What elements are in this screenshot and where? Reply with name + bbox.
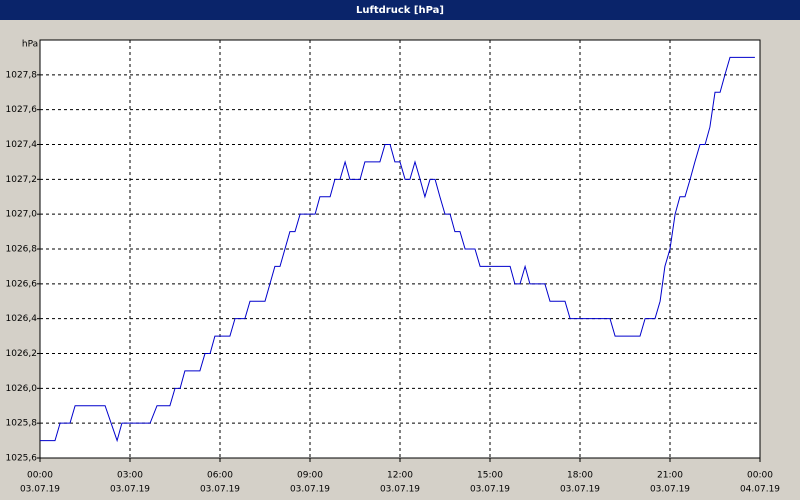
x-tick-label: 15:00 — [477, 471, 503, 481]
x-tick-label: 03:00 — [117, 471, 143, 481]
x-tick-label: 18:00 — [567, 471, 593, 481]
x-tick-date: 03.07.19 — [20, 485, 60, 495]
x-tick-label: 00:00 — [747, 471, 773, 481]
title-bar — [0, 0, 800, 20]
y-tick-label: 1025,6 — [6, 454, 38, 464]
chart-title: Luftdruck [hPa] — [356, 5, 444, 16]
x-tick-date: 03.07.19 — [200, 485, 240, 495]
y-tick-label: 1026,2 — [6, 349, 38, 359]
y-axis-label: hPa — [22, 40, 38, 50]
x-tick-date: 03.07.19 — [380, 485, 420, 495]
x-tick-date: 04.07.19 — [740, 485, 780, 495]
y-tick-label: 1027,0 — [6, 210, 38, 220]
x-tick-label: 09:00 — [297, 471, 323, 481]
y-tick-label: 1027,4 — [6, 140, 38, 150]
y-tick-label: 1027,6 — [6, 105, 38, 115]
x-tick-label: 21:00 — [657, 471, 683, 481]
y-tick-label: 1027,8 — [6, 70, 38, 80]
y-tick-label: 1025,8 — [6, 419, 38, 429]
x-tick-date: 03.07.19 — [650, 485, 690, 495]
y-tick-label: 1026,4 — [6, 314, 38, 324]
x-tick-date: 03.07.19 — [470, 485, 510, 495]
x-tick-date: 03.07.19 — [110, 485, 150, 495]
y-tick-label: 1026,6 — [6, 279, 38, 289]
x-tick-date: 03.07.19 — [290, 485, 330, 495]
y-tick-label: 1026,0 — [6, 384, 38, 394]
y-tick-label: 1026,8 — [6, 245, 38, 255]
x-tick-label: 00:00 — [27, 471, 53, 481]
y-tick-label: 1027,2 — [6, 175, 38, 185]
x-tick-label: 12:00 — [387, 471, 413, 481]
data-line — [40, 56, 755, 443]
x-tick-date: 03.07.19 — [560, 485, 600, 495]
x-tick-label: 06:00 — [207, 471, 233, 481]
